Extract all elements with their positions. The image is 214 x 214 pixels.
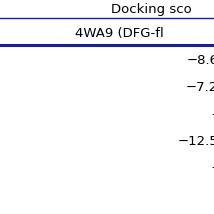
Text: −8.6: −8.6 [186, 55, 214, 67]
Text: −12.5: −12.5 [178, 135, 214, 148]
Text: −7.2: −7.2 [186, 81, 214, 94]
Text: –: – [212, 108, 214, 121]
Text: –: – [212, 162, 214, 174]
Text: 4WA9 (DFG-fl: 4WA9 (DFG-fl [75, 27, 164, 40]
Text: Docking sco: Docking sco [111, 3, 192, 16]
